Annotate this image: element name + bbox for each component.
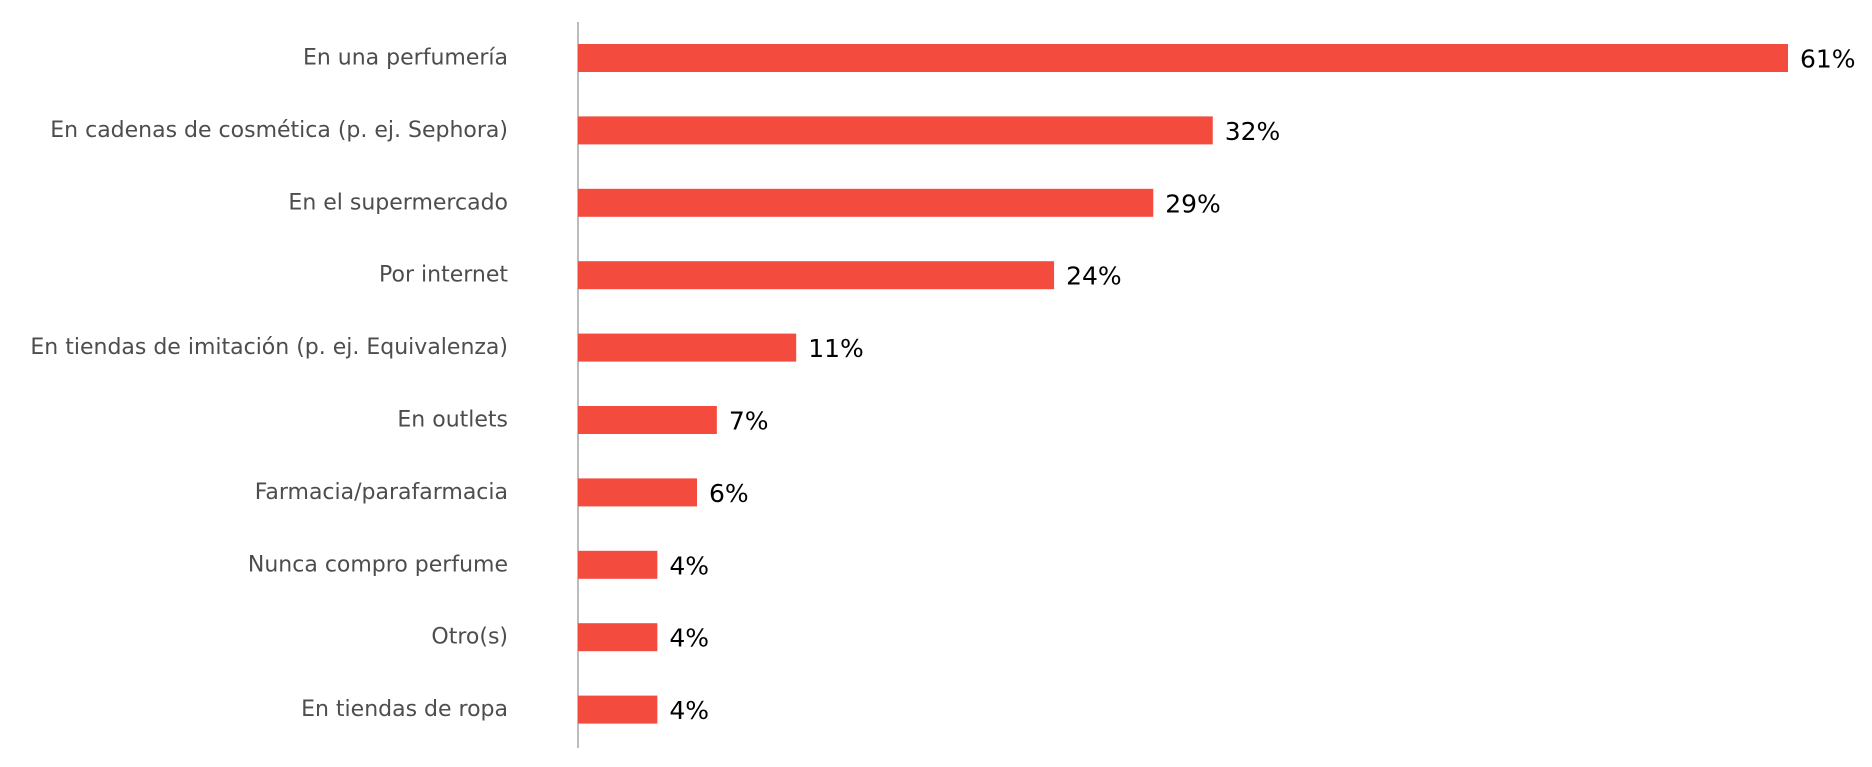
value-label: 32%	[1225, 117, 1281, 146]
value-label: 61%	[1800, 45, 1856, 74]
bar	[578, 333, 797, 362]
value-label: 4%	[669, 551, 709, 580]
bar	[578, 623, 658, 652]
category-label: Nunca compro perfume	[248, 552, 508, 577]
bar	[578, 550, 658, 579]
category-label: Por internet	[379, 263, 508, 288]
category-label: En outlets	[397, 408, 508, 433]
bars-layer	[578, 44, 1788, 724]
category-label: En tiendas de imitación (p. ej. Equivale…	[30, 335, 508, 360]
value-label: 4%	[669, 624, 709, 653]
value-label: 7%	[729, 407, 769, 436]
value-label: 4%	[669, 696, 709, 725]
bar	[578, 188, 1154, 217]
value-label: 29%	[1165, 189, 1221, 218]
category-label: Farmacia/parafarmacia	[255, 480, 508, 505]
bar	[578, 261, 1055, 290]
category-label: En cadenas de cosmética (p. ej. Sephora)	[50, 118, 508, 143]
bar	[578, 116, 1213, 145]
value-label: 6%	[709, 479, 749, 508]
category-label: En tiendas de ropa	[301, 697, 508, 722]
category-label: En el supermercado	[288, 190, 508, 215]
bar	[578, 44, 1788, 72]
bar	[578, 406, 717, 434]
bar	[578, 695, 658, 724]
category-label: Otro(s)	[431, 625, 508, 650]
value-label: 11%	[808, 334, 864, 363]
value-label: 24%	[1066, 262, 1122, 291]
bar	[578, 478, 698, 507]
category-label: En una perfumería	[303, 46, 508, 71]
category-labels: En una perfumería En cadenas de cosmética…	[30, 46, 508, 723]
value-labels: 61% 32% 29% 24% 11% 7% 6% 4% 4% 4%	[669, 45, 1855, 726]
